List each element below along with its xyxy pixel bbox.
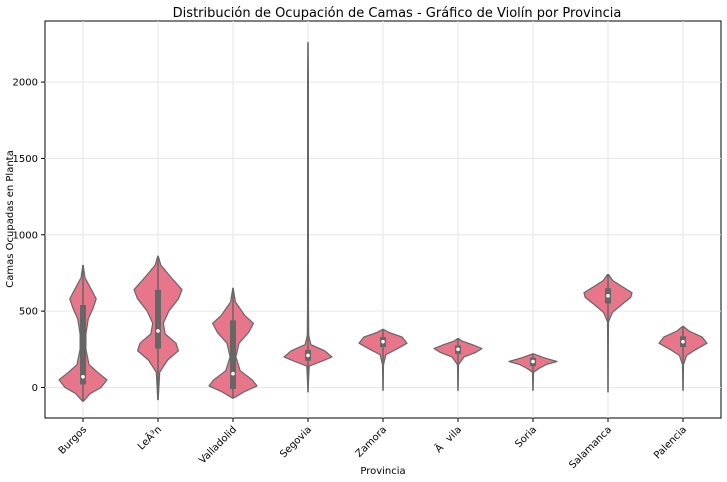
violin-median: [606, 294, 610, 298]
violin-2: [208, 287, 258, 399]
y-tick-label: 1500: [13, 154, 38, 165]
violin-median: [456, 347, 460, 352]
x-tick-label: Palencia: [652, 424, 689, 461]
violin-8: [658, 325, 708, 392]
violin-1: [133, 255, 183, 401]
violin-median: [306, 353, 310, 358]
x-tick-label: LeÃ³n: [135, 423, 165, 453]
x-tick-label: Valladolid: [197, 424, 239, 466]
y-tick-label: 500: [19, 307, 38, 318]
violins: [58, 41, 708, 402]
violin-median: [681, 339, 685, 344]
y-tick-label: 2000: [13, 78, 38, 89]
chart-title: Distribución de Ocupación de Camas - Grá…: [173, 6, 622, 21]
violin-median: [81, 374, 85, 379]
violin-median: [156, 329, 160, 333]
y-axis: 0 500 1000 1500 2000: [13, 78, 45, 394]
violin-iqr-box: [80, 305, 86, 385]
y-tick-label: 1000: [13, 230, 38, 241]
violin-median: [381, 339, 385, 344]
violin-6: [508, 353, 558, 392]
x-tick-label: Soria: [513, 424, 539, 450]
violin-7: [583, 273, 633, 393]
violin-median: [531, 359, 535, 364]
x-tick-label: Burgos: [57, 424, 89, 456]
violin-median: [231, 371, 235, 376]
violin-iqr-box: [155, 289, 161, 349]
y-tick-label: 0: [32, 383, 38, 394]
x-tick-label: Salamanca: [567, 424, 614, 471]
violin-3: [283, 41, 333, 393]
violin-iqr-box: [230, 320, 236, 389]
x-axis: Burgos LeÃ³n Valladolid Segovia Zamora Ãvila…: [57, 418, 689, 471]
y-axis-label: Camas Ocupadas en Planta: [5, 150, 16, 287]
violin-4: [358, 328, 408, 392]
violin-5: [433, 338, 483, 392]
x-axis-label: Provincia: [360, 466, 405, 477]
x-tick-label: Ãvila: [432, 423, 464, 455]
violin-0: [58, 264, 108, 402]
x-tick-label: Segovia: [278, 424, 314, 460]
x-tick-label: Zamora: [354, 424, 389, 459]
